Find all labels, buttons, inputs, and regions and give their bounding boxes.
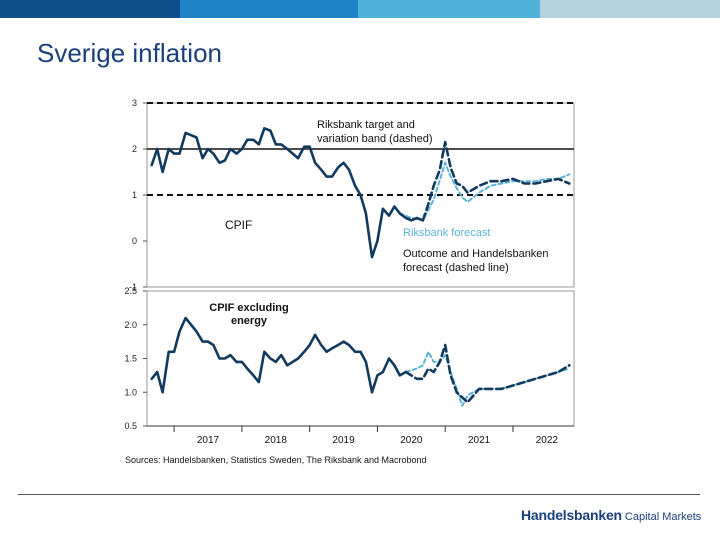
header-band-4 [540,0,720,18]
top-series-label: CPIF [225,218,252,232]
footer-divider [18,494,700,495]
top-series-handelsbanken-forecast [421,140,571,222]
bottom-series-label-line1: CPIF excluding [209,302,288,314]
brand-subtitle: Capital Markets [624,511,702,523]
bottom-series-riksbank-forecast [404,350,571,407]
page-title: Sverige inflation [37,38,222,68]
source-note: Sources: Handelsbanken, Statistics Swede… [125,455,427,465]
top-series-outcome [150,127,425,259]
header-band-3 [358,0,540,18]
target-annotation-line2: variation band (dashed) [317,133,433,145]
x-tick-label: 2021 [468,435,491,446]
x-tick-label: 2018 [265,435,288,446]
outcome-label-line1: Outcome and Handelsbanken [403,248,549,260]
bottom-y-tick-label: 1.5 [124,354,137,364]
bottom-series-label-line2: energy [231,315,268,327]
top-y-tick-label: 2 [132,144,137,154]
top-y-tick-label: 3 [132,98,137,108]
target-annotation-line1: Riksbank target and [317,119,415,131]
top-y-tick-label: -1 [129,282,137,292]
x-tick-label: 2017 [197,435,220,446]
brand-name: Handelsbanken [521,507,622,523]
bottom-y-tick-label: 2.5 [124,286,137,296]
header-band-2 [180,0,358,18]
top-series-riksbank-forecast [398,161,571,222]
bottom-series-handelsbanken-forecast [404,343,571,404]
bottom-y-tick-label: 0.5 [124,421,137,431]
riksbank-forecast-label: Riksbank forecast [403,227,490,239]
header-band-1 [0,0,180,18]
bottom-y-tick-label: 2.0 [124,320,137,330]
bottom-series-outcome [150,316,408,394]
x-tick-label: 2020 [400,435,423,446]
x-tick-label: 2022 [536,435,559,446]
top-y-tick-label: 0 [132,236,137,246]
bottom-y-tick-label: 1.0 [124,387,137,397]
brand-logo: Handelsbanken Capital Markets [521,507,701,525]
x-tick-label: 2019 [332,435,355,446]
outcome-label-line2: forecast (dashed line) [403,262,509,274]
top-y-tick-label: 1 [132,190,137,200]
